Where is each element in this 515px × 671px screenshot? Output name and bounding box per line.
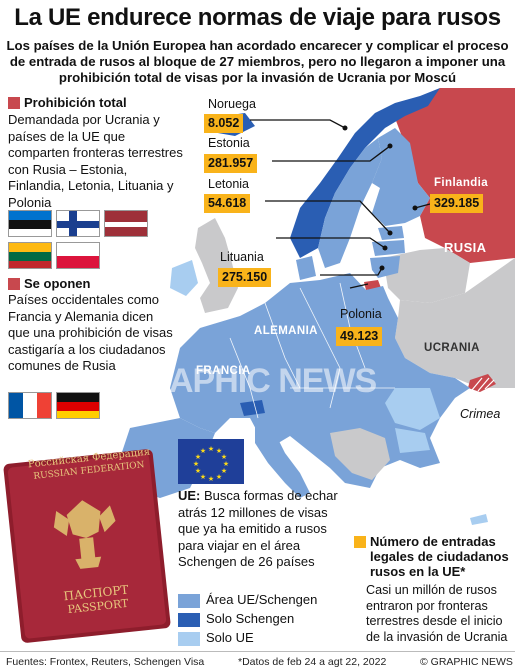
sweden-region (318, 138, 382, 268)
poland-count: 49.123 (336, 327, 383, 346)
norway-label: Noruega (208, 97, 256, 111)
svg-text:★: ★ (195, 453, 201, 461)
count-legend-text: Casi un millón de rusos entraron por fro… (366, 583, 508, 644)
cyprus-region (470, 514, 488, 525)
eu-flag (178, 439, 244, 484)
ukraine-label: UCRANIA (424, 342, 480, 354)
balkans-region (330, 428, 390, 480)
lithuania-flag (8, 242, 52, 269)
svg-text:★: ★ (208, 445, 214, 453)
estonia-count: 281.957 (204, 154, 258, 173)
france-label: FRANCIA (196, 365, 251, 377)
legend-solo-schengen: Solo Schengen (178, 611, 294, 627)
switzerland-region (240, 400, 265, 416)
ireland-region (170, 260, 198, 296)
svg-text:★: ★ (208, 475, 214, 483)
ue-note-text: Busca formas de echar atrás 12 millones … (178, 488, 338, 569)
legend-label: Área UE/Schengen (206, 592, 318, 607)
latvia-region (372, 240, 405, 256)
ue-note-label: UE: (178, 488, 201, 503)
page-title: La UE endurece normas de viaje para ruso… (14, 4, 501, 31)
svg-text:★: ★ (200, 473, 206, 481)
legend-label: Solo Schengen (206, 611, 295, 626)
svg-text:★: ★ (195, 467, 201, 475)
ban-square-icon (8, 97, 20, 109)
svg-text:★: ★ (193, 460, 199, 468)
europe-map: ★ ★ ★ ★ ★ ★ ★ ★ ★ ★ ★ ★ (0, 88, 515, 650)
belarus-region (383, 248, 470, 303)
oppose-square-icon (8, 278, 20, 290)
svg-text:★: ★ (216, 473, 222, 481)
russian-passport (3, 449, 171, 643)
russia-region (395, 88, 515, 263)
germany-label: ALEMANIA (254, 325, 318, 337)
latvia-count: 54.618 (204, 194, 251, 213)
footer-note: *Datos de feb 24 a agt 22, 2022 (238, 656, 387, 668)
france-flag (8, 392, 52, 419)
legend-label: Solo UE (206, 630, 254, 645)
poland-label: Polonia (340, 307, 382, 321)
estonia-flag (8, 210, 52, 237)
romania-region (385, 388, 440, 430)
ukraine-region (395, 258, 515, 388)
legend-swatch (178, 631, 200, 646)
finland-label: Finlandia (434, 177, 489, 189)
svg-text:★: ★ (223, 460, 229, 468)
count-legend-title: Número de entradas legales de ciudadanos… (370, 534, 509, 579)
estonia-label: Estonia (208, 136, 250, 150)
legend-swatch (178, 612, 200, 627)
footer: Fuentes: Frontex, Reuters, Schengen Visa… (0, 651, 515, 671)
page-subtitle: Los países de la Unión Europea han acord… (6, 38, 509, 85)
norway-count: 8.052 (204, 114, 244, 133)
continental-eu-region (170, 273, 470, 488)
finland-flag (56, 210, 100, 237)
watermark: GRAPHIC NEWS (120, 362, 377, 400)
lithuania-label: Lituania (220, 250, 264, 264)
bulgaria-region (395, 428, 430, 453)
legend-swatch (178, 593, 200, 608)
oppose-heading: Se oponen (24, 276, 91, 291)
italy-region (255, 423, 310, 498)
legend-ue-schengen: Área UE/Schengen (178, 592, 317, 608)
footer-sources: Fuentes: Frontex, Reuters, Schengen Visa (6, 656, 205, 668)
norway-region (290, 88, 440, 258)
latvia-label: Letonia (208, 177, 250, 191)
svg-text:★: ★ (221, 453, 227, 461)
ban-heading: Prohibición total (24, 95, 127, 110)
lithuania-count: 275.150 (218, 268, 272, 287)
ue-note: UE: Busca formas de echar atrás 12 millo… (178, 488, 348, 571)
germany-flag (56, 392, 100, 419)
finland-region (372, 128, 430, 226)
oppose-text: Países occidentales como Francia y Alema… (8, 292, 173, 373)
russia-label: RUSIA (444, 240, 487, 255)
latvia-flag (104, 210, 148, 237)
count-legend-swatch (354, 536, 366, 548)
poland-flag (56, 242, 100, 269)
lithuania-region (370, 256, 400, 278)
finland-count: 329.185 (430, 194, 484, 213)
denmark-region (296, 256, 316, 280)
ban-text: Demandada por Ucrania y países de la UE … (8, 112, 183, 210)
svg-text:★: ★ (221, 467, 227, 475)
svg-text:★: ★ (216, 447, 222, 455)
crimea-label: Crimea (460, 407, 501, 421)
svg-text:★: ★ (200, 447, 206, 455)
legend-solo-ue: Solo UE (178, 630, 254, 646)
uk-region (195, 218, 238, 313)
footer-credit: © GRAPHIC NEWS (420, 656, 513, 668)
